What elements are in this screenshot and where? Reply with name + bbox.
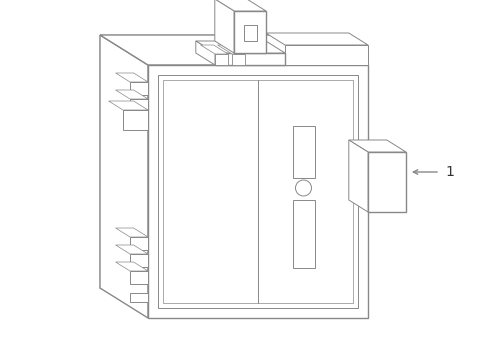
Polygon shape	[158, 75, 358, 308]
Polygon shape	[116, 90, 148, 99]
Polygon shape	[215, 0, 266, 11]
Polygon shape	[148, 65, 368, 318]
Bar	[244, 25, 257, 41]
Polygon shape	[218, 45, 245, 54]
Polygon shape	[130, 82, 148, 95]
Polygon shape	[100, 35, 368, 65]
Text: 1: 1	[445, 165, 454, 179]
Polygon shape	[116, 73, 148, 82]
Polygon shape	[130, 293, 148, 302]
Polygon shape	[215, 53, 285, 65]
Polygon shape	[349, 140, 368, 212]
Polygon shape	[293, 126, 315, 178]
Polygon shape	[266, 33, 368, 45]
Polygon shape	[130, 254, 148, 267]
Polygon shape	[368, 152, 406, 212]
Polygon shape	[100, 35, 148, 318]
Polygon shape	[130, 237, 148, 250]
Polygon shape	[100, 35, 320, 288]
Polygon shape	[232, 54, 245, 65]
Polygon shape	[163, 80, 353, 303]
Polygon shape	[200, 45, 228, 54]
Polygon shape	[130, 99, 148, 112]
Polygon shape	[215, 0, 234, 53]
Polygon shape	[293, 200, 315, 268]
Polygon shape	[196, 41, 285, 53]
Polygon shape	[349, 140, 406, 152]
Polygon shape	[196, 41, 215, 65]
Polygon shape	[109, 101, 148, 110]
Polygon shape	[234, 11, 266, 53]
Polygon shape	[116, 262, 148, 271]
Polygon shape	[215, 54, 228, 65]
Polygon shape	[130, 271, 148, 284]
Polygon shape	[116, 228, 148, 237]
Polygon shape	[123, 110, 148, 130]
Polygon shape	[116, 245, 148, 254]
Circle shape	[295, 180, 312, 196]
Polygon shape	[285, 45, 368, 65]
